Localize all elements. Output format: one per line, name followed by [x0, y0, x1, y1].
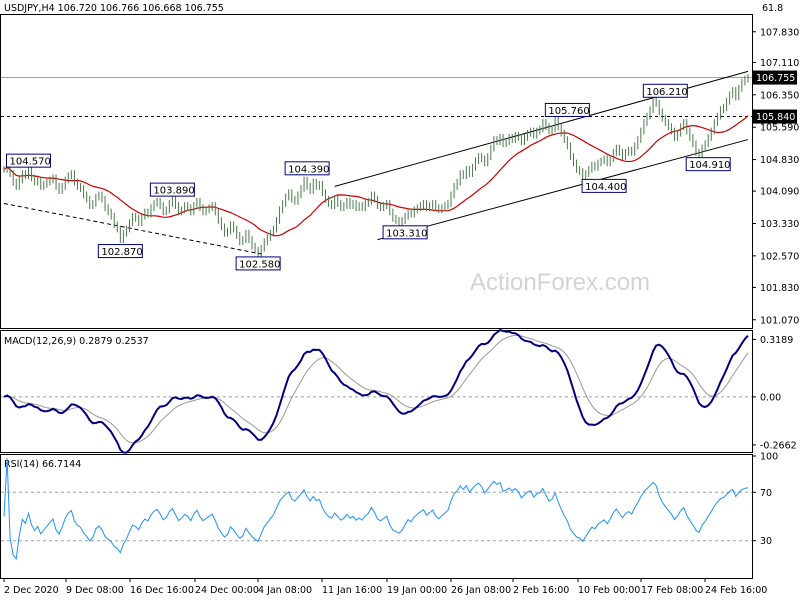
level-marker — [753, 109, 797, 124]
annotation-label: 104.390 — [288, 164, 329, 175]
macd-line — [3, 328, 749, 454]
macd-layer: 0.3189 0.00 -0.2662 — [1, 328, 797, 454]
x-axis-label: 2 Feb 16:00 — [513, 585, 569, 596]
annotation-box — [685, 157, 731, 172]
annotation-label: 105.760 — [548, 106, 589, 117]
macd-axis-label: 0.00 — [760, 392, 781, 403]
price-axis-label: 107.110 — [760, 58, 799, 69]
x-axis-label: 16 Dec 16:00 — [130, 585, 194, 596]
x-axis: 2 Dec 2020 9 Dec 08:00 16 Dec 16:00 24 Dec … — [3, 578, 767, 596]
price-axis-label: 104.830 — [760, 155, 799, 166]
macd-axis-label: -0.2662 — [760, 440, 797, 451]
x-axis-label: 24 Feb 16:00 — [705, 585, 767, 596]
price-axis-label: 101.830 — [760, 283, 799, 294]
corner-value: 61.8 — [762, 3, 783, 14]
price-axis-label: 104.090 — [760, 187, 799, 198]
annotation-box — [581, 178, 627, 193]
x-axis-label: 19 Jan 00:00 — [387, 585, 447, 596]
price-layer: 107.830 107.110 106.350 105.590 104.830 104.0… — [1, 27, 799, 326]
downtrend-support-line — [3, 202, 265, 256]
annotation-label: 103.310 — [386, 228, 427, 239]
price-axis-label: 102.570 — [760, 251, 799, 262]
macd-axis-label: 0.3189 — [760, 335, 793, 346]
annotation-box — [284, 161, 330, 176]
annotation-label: 103.890 — [153, 186, 194, 197]
price-panel-frame — [0, 14, 753, 329]
annotation-label: 102.870 — [101, 247, 142, 258]
channel-lower-line — [377, 139, 749, 241]
annotation-label: 104.400 — [585, 182, 626, 193]
annotation-box — [642, 83, 688, 98]
price-axis-label: 106.350 — [760, 90, 799, 101]
x-axis-label: 4 Jan 08:00 — [258, 585, 312, 596]
current-price-marker-label: 106.755 — [756, 73, 795, 84]
rsi-line — [3, 458, 749, 561]
annotation-box — [544, 102, 590, 117]
price-axis-label: 101.070 — [760, 315, 799, 326]
level-marker-label: 105.840 — [756, 112, 795, 123]
macd-title: MACD(12,26,9) 0.2879 0.2537 — [4, 336, 149, 347]
annotation-box — [235, 256, 281, 271]
macd-signal-line — [3, 334, 749, 444]
x-axis-label: 9 Dec 08:00 — [66, 585, 124, 596]
annotation-box — [97, 244, 143, 259]
x-axis-label: 17 Feb 08:00 — [641, 585, 703, 596]
price-axis-label: 107.830 — [760, 27, 799, 38]
price-axis-label: 103.330 — [760, 219, 799, 230]
rsi-axis-label: 30 — [760, 536, 772, 547]
x-axis-label: 11 Jan 16:00 — [322, 585, 382, 596]
moving-average-line — [3, 115, 749, 237]
watermark: ActionForex.com — [470, 269, 650, 296]
annotation-label: 106.210 — [646, 87, 687, 98]
annotation-box — [5, 153, 51, 168]
current-price-marker — [753, 70, 797, 85]
rsi-layer: 100 70 30 — [1, 452, 778, 561]
annotation-label: 102.580 — [239, 259, 280, 270]
x-axis-label: 24 Dec 00:00 — [195, 585, 259, 596]
rsi-title: RSI(14) 66.7144 — [4, 459, 81, 470]
annotation-box — [149, 182, 195, 197]
x-axis-label: 2 Dec 2020 — [4, 585, 59, 596]
annotation-label: 104.570 — [9, 157, 50, 168]
x-axis-label: 26 Jan 08:00 — [451, 585, 511, 596]
rsi-axis-label: 70 — [760, 488, 772, 499]
rsi-axis-label: 100 — [760, 452, 778, 463]
x-axis-label: 10 Feb 00:00 — [578, 585, 640, 596]
annotation-box — [382, 225, 428, 240]
annotation-label: 104.910 — [689, 160, 730, 171]
price-title: USDJPY,H4 106.720 106.766 106.668 106.75… — [4, 3, 224, 14]
price-axis-label: 105.590 — [760, 123, 799, 134]
